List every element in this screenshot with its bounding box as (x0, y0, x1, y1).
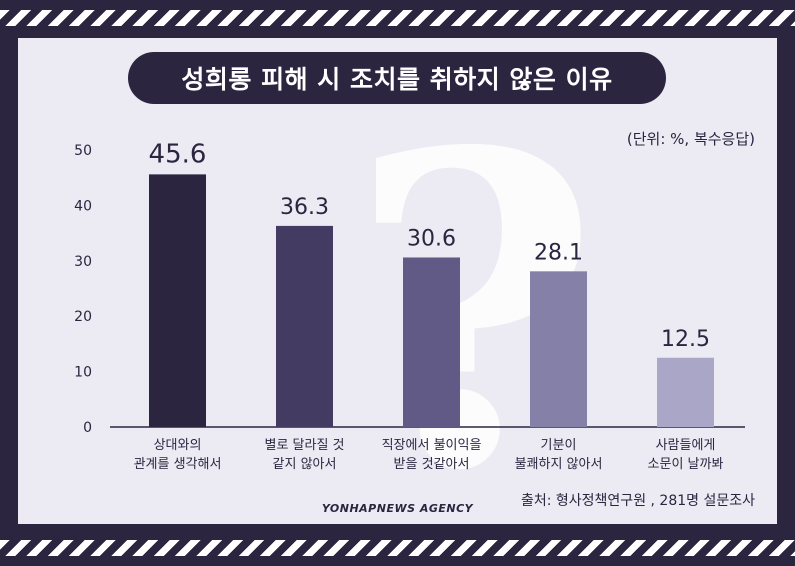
data-label: 36.3 (280, 195, 329, 220)
bar (530, 271, 587, 427)
category-label: 받을 것같아서 (394, 457, 470, 472)
bar (657, 357, 714, 427)
y-tick-label: 50 (74, 143, 92, 159)
bar (403, 257, 460, 427)
bottom-stripe-border (0, 540, 795, 556)
category-label: 관계를 생각해서 (134, 457, 222, 472)
y-tick-label: 10 (74, 365, 92, 381)
data-label: 12.5 (661, 327, 710, 352)
category-label: 상대와의 (154, 438, 202, 453)
category-label: 기분이 (541, 438, 577, 453)
data-label: 30.6 (407, 226, 456, 251)
category-label: 같지 않아서 (273, 457, 337, 472)
source-note: 출처: 형사정책연구원 , 281명 설문조사 (520, 493, 755, 509)
unit-note: (단위: %, 복수응답) (626, 130, 755, 148)
y-tick-label: 0 (83, 420, 92, 436)
chart-title: 성희롱 피해 시 조치를 취하지 않은 이유 (128, 52, 666, 104)
agency-logo: YONHAPNEWS AGENCY (321, 502, 474, 515)
top-stripe-border (0, 10, 795, 26)
category-label: 불쾌하지 않아서 (515, 457, 603, 472)
y-tick-label: 30 (74, 254, 92, 270)
category-label: 소문이 날까봐 (648, 457, 724, 472)
bar (149, 174, 206, 427)
y-tick-label: 40 (74, 198, 92, 214)
category-label: 직장에서 불이익을 (382, 438, 482, 453)
bar (276, 225, 333, 427)
data-label: 28.1 (534, 240, 583, 265)
y-tick-label: 20 (74, 309, 92, 325)
category-label: 사람들에게 (656, 438, 716, 453)
category-label: 별로 달라질 것 (264, 438, 344, 453)
data-label: 45.6 (149, 139, 207, 169)
